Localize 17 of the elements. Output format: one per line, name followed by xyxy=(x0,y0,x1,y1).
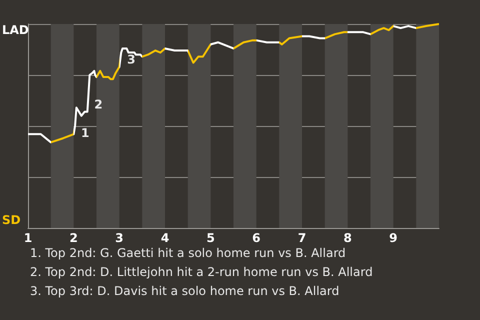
x-tick-label: 5 xyxy=(206,231,215,245)
x-tick-label: 3 xyxy=(115,231,124,245)
text: SD xyxy=(2,213,21,227)
text: 1. Top 2nd: G. Gaetti hit a solo home run vs B. Allard xyxy=(30,246,346,260)
x-tick-label: 8 xyxy=(343,231,352,245)
x-tick-label: 7 xyxy=(298,231,306,245)
text: 3. Top 3rd: D. Davis hit a solo home run vs B. Allard xyxy=(30,284,340,298)
annotation: LAD xyxy=(2,23,29,37)
x-tick-label: 1 xyxy=(24,231,32,245)
x-tick-label: 2 xyxy=(69,231,78,245)
x-tick-label: 6 xyxy=(252,231,261,245)
text: 2. Top 2nd: D. Littlejohn hit a 2-run home run vs B. Allard xyxy=(30,265,373,279)
annotation: 2 xyxy=(94,97,103,112)
annotation: 1 xyxy=(81,126,90,140)
annotation: 3 xyxy=(127,52,136,67)
x-tick-label: 4 xyxy=(160,231,170,245)
x-tick-label: 9 xyxy=(389,231,398,245)
